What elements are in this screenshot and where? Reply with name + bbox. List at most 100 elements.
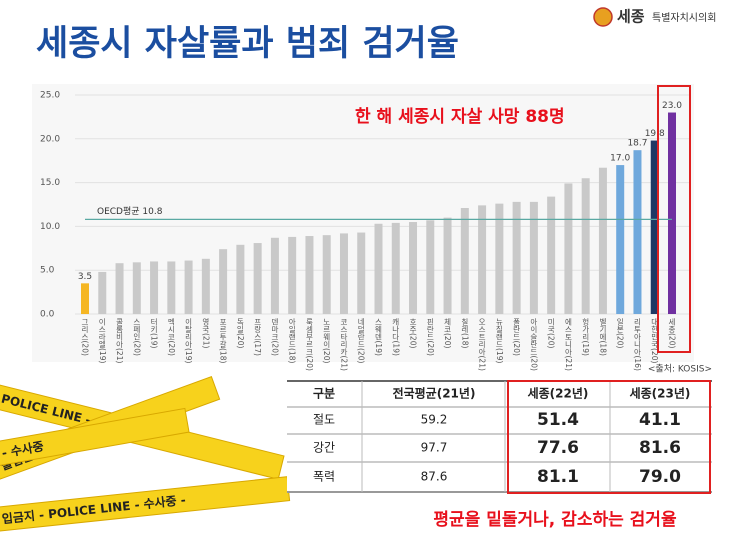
- table-highlight: [507, 380, 711, 494]
- table-header: 구분: [313, 387, 335, 401]
- x-tick-label: 뉴질랜드(19): [495, 318, 504, 364]
- x-tick-label: 아이슬란드(20): [529, 317, 538, 371]
- x-tick-label: 리투아니아(16): [633, 318, 642, 371]
- x-tick-label: 멕시코(20): [167, 317, 176, 356]
- bar: [132, 262, 141, 314]
- bar: [581, 178, 590, 314]
- footer: 평균을 밑돌거나, 감소하는 검거율: [433, 510, 677, 530]
- tape: - 수사중: [0, 407, 190, 468]
- bar: [98, 271, 107, 314]
- x-tick-label: 포르투갈(18): [219, 318, 228, 363]
- x-tick-label: 미국(20): [547, 318, 556, 349]
- x-tick-label: 덴마크(20): [270, 318, 279, 356]
- chart: 0.0 5.0 10.0 15.0 20.0 25.0 3.5 그리스(20) 이스라엘(19)…: [40, 91, 690, 371]
- table-cell: 절도: [313, 413, 335, 427]
- x-tick-label: 세종(20): [668, 318, 677, 349]
- x-tick-label: 캐나다(19): [391, 318, 400, 356]
- x-tick-label: 노르웨이(20): [322, 318, 331, 364]
- x-tick-label: 터키(19): [150, 318, 159, 349]
- logo-sub: 특별자치시의회: [652, 12, 716, 24]
- x-tick-label: 칠레(18): [460, 318, 469, 349]
- bar: [339, 233, 348, 314]
- y-tick-label: 20.0: [40, 134, 60, 144]
- bar: [426, 220, 435, 314]
- value-label: 19.8: [645, 129, 665, 139]
- bar: [529, 201, 538, 314]
- highlight-box: [657, 85, 691, 353]
- x-tick-label: 아일랜드(18): [288, 317, 297, 364]
- bar: [253, 243, 262, 314]
- table-header: 세종(23년): [630, 386, 691, 401]
- bar: [633, 150, 642, 314]
- x-tick-label: 독일(20): [236, 318, 245, 349]
- bar: [322, 235, 331, 314]
- table-cell: 59.2: [421, 413, 448, 427]
- value-label: 18.7: [627, 139, 647, 149]
- value-label: 17.0: [610, 154, 630, 164]
- logo-name: 세종: [617, 8, 645, 26]
- bar: [495, 203, 504, 314]
- bar: [236, 244, 245, 314]
- x-tick-label: 영국(21): [201, 317, 210, 349]
- x-tick-label: 이탈리아(19): [184, 317, 193, 364]
- slide-title: 세종시 자살률과 범죄 검거율: [36, 24, 459, 64]
- reference-label: OECD평균 10.8: [97, 206, 163, 217]
- bar: [219, 249, 228, 314]
- x-tick-label: 이스라엘(19): [98, 317, 107, 364]
- y-tick-label: 5.0: [40, 266, 55, 276]
- bar: [409, 222, 418, 314]
- bar: [547, 196, 556, 314]
- tape-text: - 수사중: [1, 438, 45, 460]
- table-cell: 97.7: [421, 441, 448, 455]
- bar: [201, 258, 210, 314]
- x-tick-label: 그리스(20): [81, 318, 90, 356]
- table-cell: 77.6: [537, 438, 579, 458]
- y-tick-label: 10.0: [40, 222, 60, 232]
- x-tick-label: 프랑스(17): [253, 318, 262, 356]
- bar: [598, 167, 607, 314]
- value-label: 3.5: [78, 272, 92, 282]
- x-tick-label: 벨기에(18): [598, 318, 607, 356]
- bar: [650, 140, 659, 314]
- x-tick-label: 폴란드(20): [512, 318, 521, 356]
- table-header: 세종(22년): [528, 386, 589, 401]
- bar: [460, 208, 469, 314]
- x-tick-label: 호주(20): [409, 318, 418, 349]
- x-tick-label: 핀란드(20): [426, 318, 435, 356]
- bar: [391, 222, 400, 314]
- table-cell: 87.6: [421, 470, 448, 484]
- bar: [616, 165, 625, 314]
- table-header: 전국평균(21년): [393, 386, 476, 401]
- bar: [668, 112, 676, 315]
- x-tick-label: 룩셈부르크(20): [305, 318, 314, 371]
- x-tick-label: 에스토니아(21): [564, 318, 573, 371]
- x-tick-label: 체코(20): [443, 317, 452, 349]
- bar: [564, 183, 573, 314]
- bar: [305, 236, 314, 314]
- x-tick-label: 오스트리아(21): [478, 318, 487, 371]
- bar: [443, 217, 452, 314]
- x-tick-label: 코스타리카(21): [339, 318, 348, 371]
- table-cell: 폭력: [313, 470, 335, 484]
- bar: [374, 223, 383, 314]
- table-bg: [287, 381, 712, 493]
- bar: [478, 205, 487, 314]
- x-tick-label: 콜롬비아(21): [115, 318, 124, 364]
- bar: [167, 261, 176, 314]
- logo-emblem: [593, 7, 613, 27]
- table-cell: 41.1: [639, 410, 681, 430]
- table-cell: 81.6: [639, 438, 681, 458]
- bar: [270, 237, 279, 314]
- x-tick-label: 스페인(20): [132, 318, 141, 356]
- bar: [184, 260, 193, 314]
- table-cell: 51.4: [537, 410, 579, 430]
- bar: [150, 261, 159, 314]
- x-tick-label: 네덜란드(20): [357, 318, 366, 364]
- y-tick-label: 15.0: [40, 178, 60, 188]
- bar: [115, 263, 124, 314]
- bar: [512, 201, 521, 314]
- table-cell: 81.1: [537, 467, 579, 487]
- bar: [81, 283, 89, 314]
- bar: [288, 236, 297, 314]
